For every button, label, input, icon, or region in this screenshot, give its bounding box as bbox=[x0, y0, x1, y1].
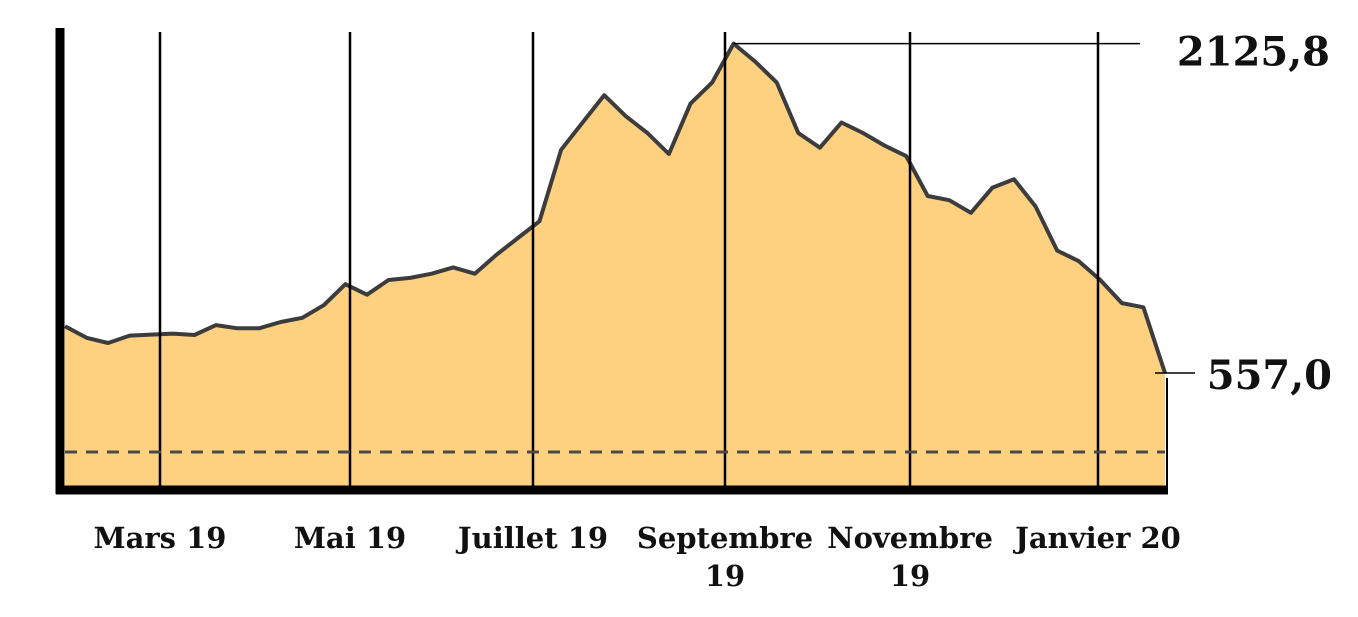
x-tick-label-5: Janvier 20 bbox=[1012, 521, 1181, 555]
x-tick-label-3-line2: 19 bbox=[705, 559, 745, 593]
x-tick-label-4: Novembre bbox=[827, 521, 993, 555]
value-annotations: 2125,8 557,0 bbox=[733, 29, 1332, 399]
last-value-label: 557,0 bbox=[1207, 352, 1332, 399]
plot-area bbox=[64, 41, 1167, 490]
area-fill bbox=[65, 43, 1165, 490]
vertical-gridlines bbox=[65, 32, 1165, 490]
x-tick-label-1: Mai 19 bbox=[294, 521, 406, 555]
series-line bbox=[64, 41, 1167, 374]
x-tick-label-0: Mars 19 bbox=[94, 521, 227, 555]
axes bbox=[55, 28, 1168, 495]
x-tick-label-3: Septembre bbox=[637, 521, 813, 555]
x-tick-label-2: Juillet 19 bbox=[455, 521, 608, 555]
x-tick-label-4-line2: 19 bbox=[890, 559, 930, 593]
tick-labels: Mars 19 Mai 19 Juillet 19 Septembre 19 Novemb… bbox=[94, 521, 1181, 593]
max-value-label: 2125,8 bbox=[1177, 29, 1330, 76]
